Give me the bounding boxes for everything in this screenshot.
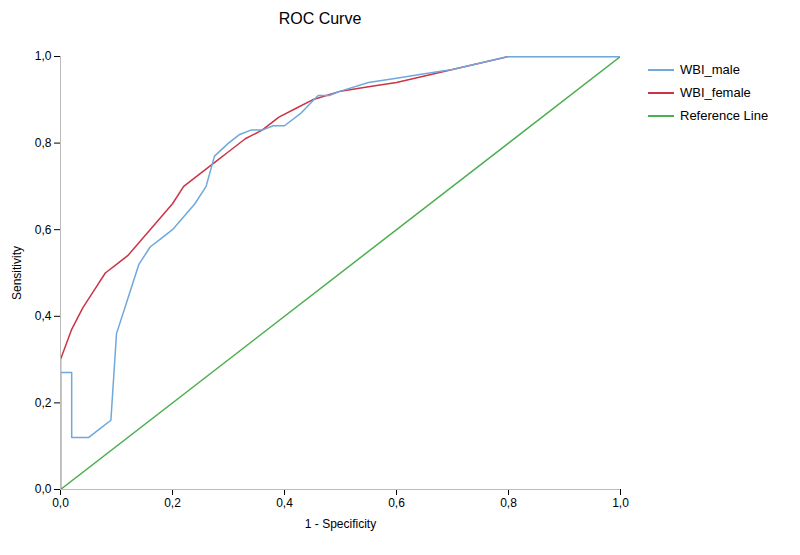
- svg-text:0,4: 0,4: [35, 309, 52, 323]
- svg-text:0,8: 0,8: [500, 496, 517, 510]
- svg-text:0,8: 0,8: [35, 136, 52, 150]
- svg-text:Sensitivity: Sensitivity: [10, 246, 24, 300]
- svg-text:1,0: 1,0: [612, 496, 629, 510]
- svg-text:0,4: 0,4: [276, 496, 293, 510]
- html-text:ROC Curve: ROC Curve: [278, 10, 362, 27]
- html-text:WBI_male: WBI_male: [680, 62, 740, 77]
- svg-text:0,2: 0,2: [35, 396, 52, 410]
- svg-text:0,6: 0,6: [35, 223, 52, 237]
- svg-text:1 - Specificity: 1 - Specificity: [305, 517, 376, 531]
- svg-text:0,6: 0,6: [388, 496, 405, 510]
- svg-text:0,0: 0,0: [52, 496, 69, 510]
- svg-text:1,0: 1,0: [35, 49, 52, 63]
- html-text:WBI_female: WBI_female: [680, 85, 751, 100]
- html-text:Reference Line: Reference Line: [680, 108, 769, 123]
- svg-text:0,2: 0,2: [164, 496, 181, 510]
- svg-text:0,0: 0,0: [35, 482, 52, 496]
